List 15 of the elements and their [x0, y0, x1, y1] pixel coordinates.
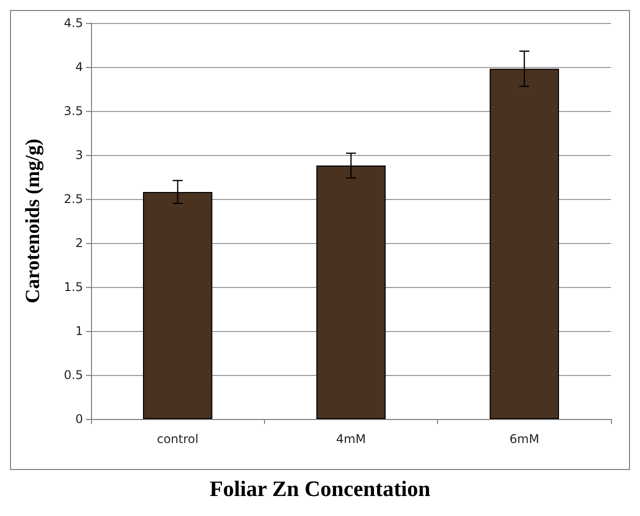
- x-tick-label: 6mM: [509, 432, 540, 446]
- y-tick-label: 4: [75, 60, 83, 74]
- y-tick-label: 2.5: [64, 192, 83, 206]
- y-tick-label: 0.5: [64, 368, 83, 382]
- x-tick-label: 4mM: [336, 432, 366, 446]
- y-tick-label: 1.5: [64, 280, 83, 294]
- y-axis-title: Carotenoids (mg/g): [22, 138, 44, 304]
- y-tick-label: 1: [75, 324, 83, 338]
- x-tick-label: control: [156, 432, 198, 446]
- x-axis-title: Foliar Zn Concentation: [208, 476, 432, 502]
- y-tick-label: 4.5: [64, 16, 83, 30]
- y-tick-label: 2: [75, 236, 83, 250]
- y-tick-label: 0: [75, 412, 83, 426]
- y-tick-label: 3.5: [64, 104, 83, 118]
- y-tick-label: 3: [75, 148, 83, 162]
